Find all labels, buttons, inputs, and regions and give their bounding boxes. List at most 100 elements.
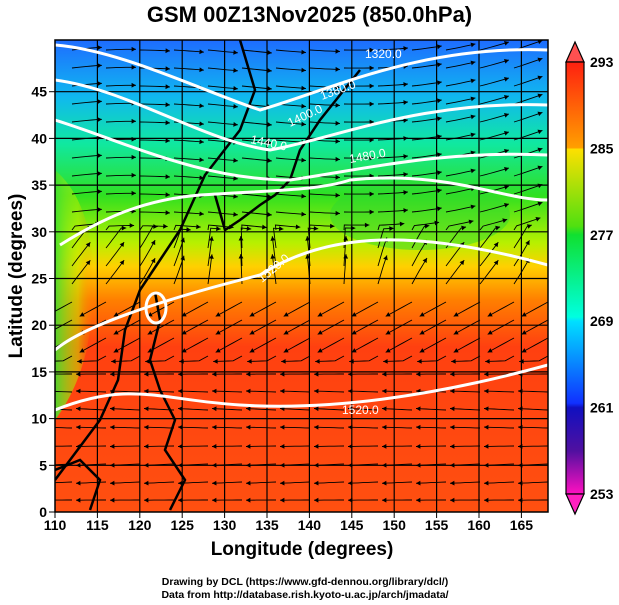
streamline-arrowhead <box>504 203 509 208</box>
streamline <box>347 408 379 411</box>
streamline <box>445 205 476 213</box>
colorbar-max-triangle <box>565 40 585 63</box>
streamline-arrowhead <box>436 152 442 158</box>
streamline-arrowhead <box>519 358 524 364</box>
streamline <box>75 481 107 484</box>
streamline <box>139 175 171 178</box>
streamline-arrowhead <box>199 103 204 109</box>
streamline <box>241 224 267 231</box>
streamline-arrowhead <box>233 212 238 217</box>
streamline-arrowhead <box>97 99 102 104</box>
streamline-arrowhead <box>382 371 387 377</box>
streamline-arrowhead <box>335 210 340 216</box>
streamline <box>479 59 510 69</box>
streamline-arrowhead <box>270 236 276 241</box>
streamline-arrowhead <box>348 388 353 394</box>
streamline <box>241 193 272 198</box>
streamline <box>275 157 306 161</box>
streamline-arrowhead <box>110 462 115 468</box>
streamline <box>55 301 73 312</box>
streamline-arrowhead <box>403 208 408 213</box>
streamline <box>71 154 102 159</box>
streamline <box>411 257 428 285</box>
streamline-arrowhead <box>97 171 102 176</box>
streamline <box>513 57 543 69</box>
streamline-arrowhead <box>504 95 509 100</box>
streamline-arrowhead <box>504 149 509 154</box>
streamline-arrowhead <box>416 406 421 412</box>
streamline <box>147 301 175 317</box>
streamline-arrowhead <box>186 227 191 232</box>
streamline-arrowhead <box>416 462 421 468</box>
streamline-arrowhead <box>403 154 408 159</box>
streamline <box>479 185 510 195</box>
streamline-arrowhead <box>131 136 136 142</box>
streamline-arrowhead <box>77 358 82 364</box>
streamline-arrowhead <box>493 260 499 266</box>
streamline <box>105 259 125 285</box>
contour-label: 1520.0 <box>342 403 379 417</box>
streamline-arrowhead <box>246 444 251 449</box>
streamline <box>513 129 543 141</box>
streamline <box>377 255 388 285</box>
streamline-arrowhead <box>181 330 187 335</box>
streamline-arrowhead <box>495 225 501 231</box>
y-tick-label: 35 <box>31 177 47 193</box>
streamline-arrowhead <box>348 497 353 503</box>
streamline <box>177 463 209 466</box>
streamline-arrowhead <box>163 223 168 229</box>
streamline <box>75 390 107 393</box>
y-tick-label: 25 <box>31 271 47 287</box>
streamline-arrowhead <box>97 153 102 158</box>
streamline-arrowhead <box>97 45 102 50</box>
streamline-arrowhead <box>283 312 289 317</box>
streamline <box>241 49 272 54</box>
streamline-arrowhead <box>382 406 387 412</box>
streamline <box>309 121 341 124</box>
streamline <box>449 408 481 411</box>
streamline-arrowhead <box>119 242 125 248</box>
streamline-arrowhead <box>518 424 523 430</box>
streamline-arrowhead <box>419 348 425 353</box>
streamline <box>143 445 175 447</box>
streamline <box>351 301 379 317</box>
streamline <box>385 337 413 353</box>
streamline <box>143 463 175 466</box>
streamline <box>317 319 345 335</box>
streamline <box>313 445 345 447</box>
temperature-field-green-pool <box>330 180 510 250</box>
streamline <box>411 135 442 141</box>
streamline <box>485 355 515 362</box>
streamline <box>377 209 408 213</box>
streamline <box>377 83 408 87</box>
streamline-arrowhead <box>537 201 543 207</box>
colorbar-bar <box>565 61 585 495</box>
coastline-taiwan-philippines <box>148 291 187 511</box>
streamline-arrowhead <box>233 50 238 55</box>
streamline-arrowhead <box>301 193 306 199</box>
streamline-arrowhead <box>335 138 340 144</box>
streamline <box>317 337 345 353</box>
streamline <box>513 111 543 123</box>
coastline-asia <box>55 40 257 481</box>
streamline-arrowhead <box>350 225 356 231</box>
streamline-arrowhead <box>131 190 136 196</box>
streamline <box>411 189 442 195</box>
streamline-arrowhead <box>537 183 543 189</box>
streamline-arrowhead <box>246 388 251 394</box>
streamline-arrowhead <box>295 224 301 230</box>
streamline <box>111 355 141 362</box>
streamline-arrowhead <box>383 358 388 364</box>
streamline <box>207 49 238 54</box>
streamline <box>411 239 428 267</box>
streamline-arrowhead <box>46 312 51 316</box>
streamline-arrowhead <box>335 48 340 54</box>
streamline-arrowhead <box>110 371 115 377</box>
streamline-arrowhead <box>470 132 476 138</box>
streamline-arrowhead <box>129 223 135 228</box>
streamline-arrowhead <box>283 330 289 335</box>
x-tick-label: 150 <box>383 517 407 533</box>
streamline <box>275 85 306 89</box>
streamline-arrowhead <box>484 424 489 430</box>
streamline-arrowhead <box>560 225 565 229</box>
